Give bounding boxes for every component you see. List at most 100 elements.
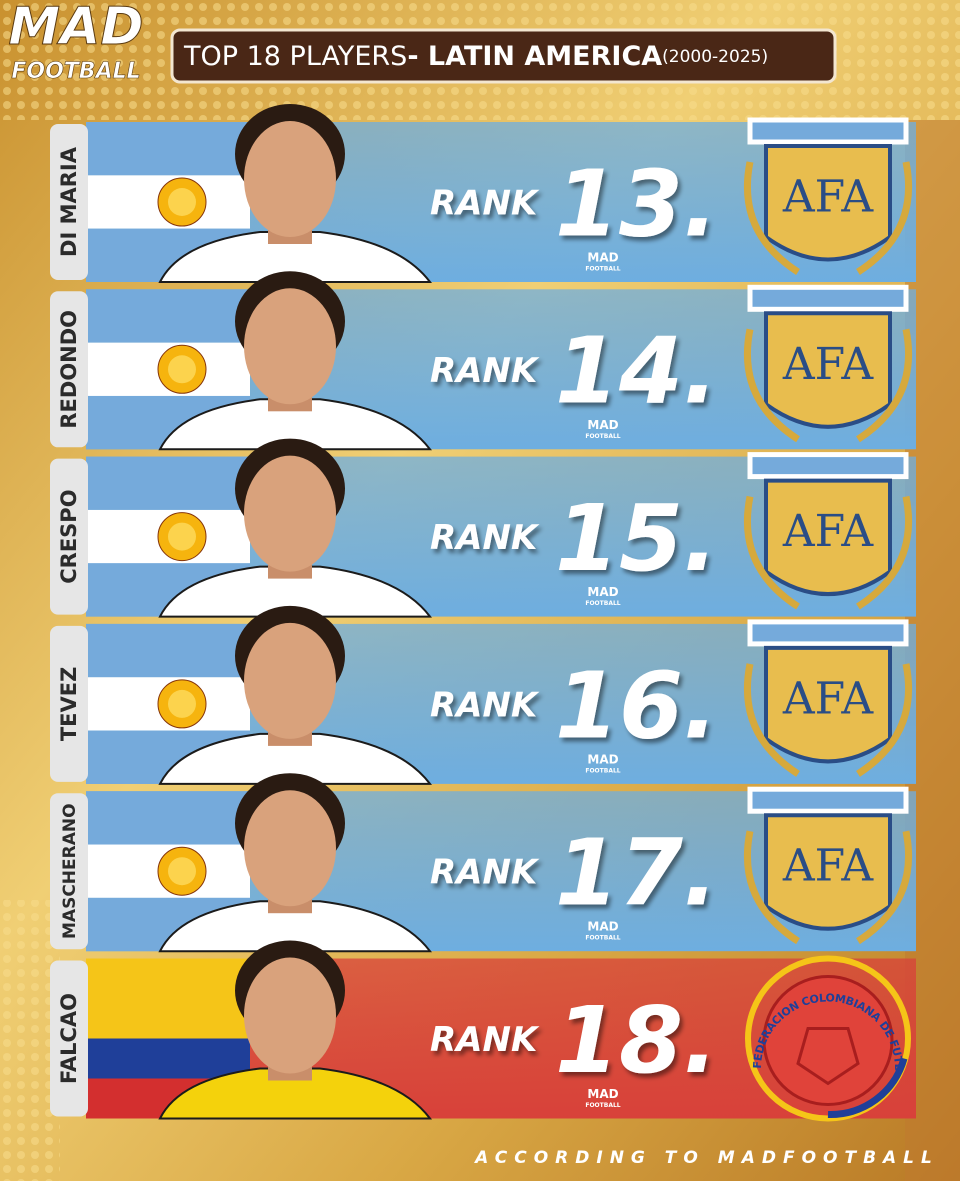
crest-laurel xyxy=(743,328,913,443)
header-title: TOP 18 PLAYERS- LATIN AMERICA(2000-2025) xyxy=(183,41,768,72)
crest-text: AFA xyxy=(782,172,874,223)
watermark-bottom: FOOTBALL xyxy=(585,1102,620,1109)
title-bold: - LATIN AMERICA xyxy=(407,41,662,72)
watermark-bottom: FOOTBALL xyxy=(585,767,620,774)
name-tab xyxy=(50,124,88,280)
crest-stripes xyxy=(747,117,909,145)
player-shirt xyxy=(158,732,433,785)
rank-label: RANK xyxy=(430,853,540,893)
logo-top: MAD xyxy=(8,0,143,57)
crest-text: AFA xyxy=(782,673,874,724)
player-name: TEVEZ xyxy=(57,667,81,742)
player-row: REDONDO RANK 14.MADFOOTBALL AFA xyxy=(50,271,916,451)
crest-stripes xyxy=(747,452,909,480)
rank-number: 17. xyxy=(555,820,718,927)
player-shirt xyxy=(158,398,433,451)
player-name: FALCAO xyxy=(57,993,81,1084)
flag-stripe xyxy=(86,958,250,1039)
crest-shield xyxy=(764,813,892,931)
crest-text: AFA xyxy=(782,339,874,390)
watermark-top: MAD xyxy=(587,585,618,599)
watermark-top: MAD xyxy=(587,1087,618,1101)
name-tab xyxy=(50,793,88,950)
rank-label: RANK xyxy=(430,1020,540,1060)
crest-laurel xyxy=(743,663,913,777)
player-face xyxy=(244,455,336,572)
title-light: TOP 18 PLAYERS xyxy=(183,41,407,72)
player-shirt xyxy=(158,231,433,283)
flag-sun-face xyxy=(168,689,196,718)
flag-stripe xyxy=(86,791,250,845)
crest-stripes xyxy=(747,619,909,647)
flag-sun-face xyxy=(168,522,196,551)
rank-label: RANK xyxy=(430,685,540,725)
flag-stripe xyxy=(86,122,250,176)
player-row: MASCHERANO RANK 17.MADFOOTBALL AFA xyxy=(50,773,916,953)
flag-stripe xyxy=(86,456,250,510)
header-box xyxy=(170,28,837,84)
watermark-top: MAD xyxy=(587,752,618,766)
player-face xyxy=(244,288,336,405)
rank-number: 15. xyxy=(555,485,718,592)
player-face xyxy=(244,622,336,739)
watermark-top: MAD xyxy=(587,418,618,432)
crest-arc xyxy=(827,1057,908,1119)
player-name: REDONDO xyxy=(57,310,81,429)
crest-text: AFA xyxy=(782,506,874,557)
name-tab xyxy=(50,291,88,448)
rank-label: RANK xyxy=(430,518,540,558)
rank-label: RANK xyxy=(430,184,540,224)
crest-laurel xyxy=(743,495,913,610)
watermark-top: MAD xyxy=(587,920,618,934)
name-tab xyxy=(50,458,88,615)
flag-sun-face xyxy=(168,857,196,886)
flag-stripe xyxy=(86,1038,250,1079)
player-row: DI MARIA RANK 13.MADFOOTBALL AFA xyxy=(50,104,916,283)
rank-number: 14. xyxy=(555,318,718,425)
crest-shield xyxy=(764,144,892,262)
player-face xyxy=(244,957,336,1074)
watermark-bottom: FOOTBALL xyxy=(585,600,620,607)
player-name: DI MARIA xyxy=(57,146,81,257)
rank-number: 13. xyxy=(555,150,718,257)
crest-shield xyxy=(764,478,892,597)
player-row: TEVEZ RANK 16.MADFOOTBALL AFA xyxy=(50,605,916,785)
logo-bottom: FOOTBALL xyxy=(11,59,140,84)
crest-ball-lines xyxy=(796,1027,860,1086)
flag-sun-face xyxy=(168,355,196,384)
crest-stripes xyxy=(747,786,909,814)
crest-shield xyxy=(764,311,892,429)
crest-stripes xyxy=(747,284,909,312)
player-name: CRESPO xyxy=(57,489,81,583)
crest-text: AFA xyxy=(782,841,874,892)
crest-laurel xyxy=(743,161,913,275)
flag-sun-face xyxy=(168,188,196,216)
name-tab xyxy=(50,960,88,1117)
player-shirt xyxy=(158,1067,433,1120)
flag-stripe xyxy=(86,289,250,343)
rank-number: 16. xyxy=(555,652,718,759)
player-shirt xyxy=(158,565,433,618)
crest-laurel xyxy=(743,830,913,945)
watermark-bottom: FOOTBALL xyxy=(585,266,620,273)
name-tab xyxy=(50,625,88,782)
player-face xyxy=(244,121,336,237)
crest-ring xyxy=(745,955,911,1122)
rank-number: 18. xyxy=(555,987,718,1094)
watermark-bottom: FOOTBALL xyxy=(585,935,620,942)
title-years: (2000-2025) xyxy=(662,47,768,67)
footer: ACCORDING TO MADFOOTBALL xyxy=(473,1148,939,1168)
watermark-bottom: FOOTBALL xyxy=(585,433,620,440)
player-face xyxy=(244,790,336,907)
crest-shield xyxy=(764,645,892,764)
crest-ball xyxy=(762,975,894,1106)
watermark-top: MAD xyxy=(587,251,618,265)
rank-label: RANK xyxy=(430,351,540,391)
player-row: CRESPO RANK 15.MADFOOTBALL AFA xyxy=(50,438,916,618)
flag-stripe xyxy=(86,623,250,678)
player-shirt xyxy=(158,900,433,953)
player-name: MASCHERANO xyxy=(60,803,80,939)
